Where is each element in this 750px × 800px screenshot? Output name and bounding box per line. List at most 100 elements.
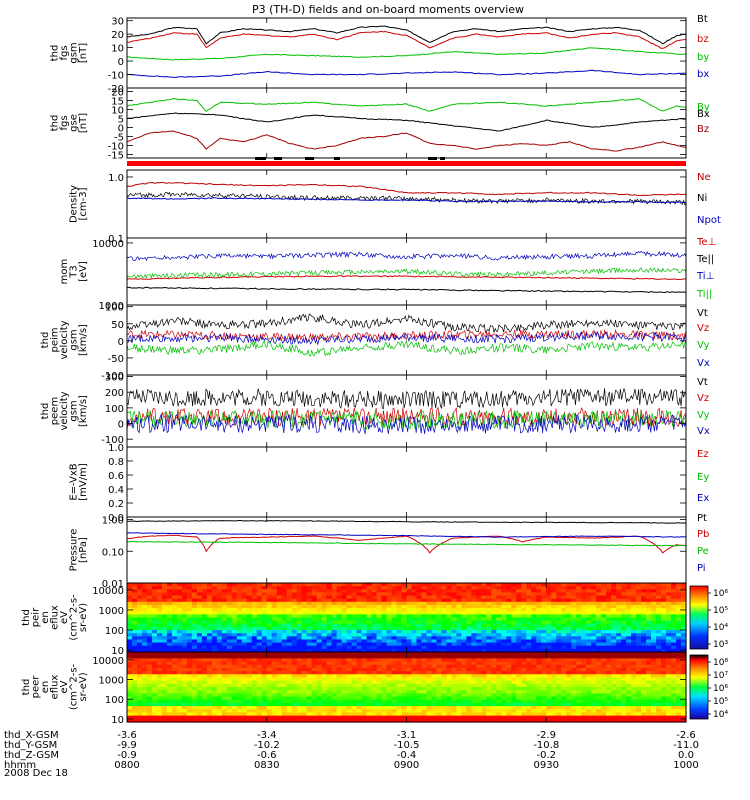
ytick-label-peem-velocity: 300 xyxy=(105,373,124,384)
legend-pressure-2: Pe xyxy=(697,546,709,557)
panel-temperature: Te⊥ Te|| Ti⊥ Ti|| 10000 1000 momT3[eV] xyxy=(59,237,716,312)
ytick-label-peem-velocity: 200 xyxy=(105,388,124,399)
legend-fgs-gse-2: Bz xyxy=(697,124,709,135)
xaxis-row-label: thd_Y-GSM xyxy=(4,740,57,751)
series-temperature-0 xyxy=(126,275,687,281)
colorbar-label: 10⁸ xyxy=(713,658,728,668)
mode-bar-mark xyxy=(428,157,437,160)
ytick-label-fgs-gse: -5 xyxy=(114,132,124,143)
ylabel-fgs-gse: thdfgsgse[nT] xyxy=(50,113,90,133)
legend-pressure-0: Pt xyxy=(697,513,707,524)
xtick-label: 0830 xyxy=(254,760,279,771)
ylabel-peer-eflux: thdpeerenefluxeV(cm^2-s-sr-eV) xyxy=(21,663,89,710)
xtick-label: 0.0 xyxy=(678,750,694,761)
mode-bar-mark xyxy=(440,157,445,160)
ytick-label-efield: 0.6 xyxy=(108,471,124,482)
series-pressure-2 xyxy=(126,541,687,547)
panel-efield: Ez Ey Ex 1.0 0.8 0.6 0.4 0.2 0.0 E=-VxB[mV/m] xyxy=(69,443,710,524)
legend-peem-velocity-0: Vt xyxy=(697,377,708,388)
ytick-label-peem-velocity: 100 xyxy=(105,404,124,415)
legend-temperature-1: Te|| xyxy=(696,254,714,265)
ytick-label-fgs-gsm: -20 xyxy=(108,84,124,95)
ytick-label-fgs-gsm: 0 xyxy=(118,57,124,68)
ytick-label-temperature: 1000 xyxy=(99,301,124,312)
frame-pressure xyxy=(126,516,687,584)
xtick-label: -10.8 xyxy=(533,740,559,751)
xtick-label: 0900 xyxy=(394,760,419,771)
mode-bar-mark xyxy=(334,157,340,160)
mode-bar-mark xyxy=(274,157,282,160)
xtick-label: -11.0 xyxy=(673,740,699,751)
ytick-label-peer-eflux: 100 xyxy=(105,695,124,706)
series-density-2 xyxy=(126,197,687,204)
ytick-label-fgs-gse: -15 xyxy=(108,150,124,161)
colorbar-label: 10⁶ xyxy=(713,589,728,599)
xtick-label: -0.6 xyxy=(257,750,277,761)
legend-pressure-1: Pb xyxy=(697,529,709,540)
legend-peem-velocity-3: Vx xyxy=(697,426,710,437)
legend-fgs-gsm-0: Bt xyxy=(697,14,708,25)
ytick-label-peer-eflux: 10 xyxy=(111,715,124,726)
ytick-label-pressure: 1.00 xyxy=(102,516,124,527)
x-axis: -3.6-9.9-0.90800-3.4-10.2-0.60830-3.1-10… xyxy=(4,18,699,771)
ytick-label-fgs-gsm: 20 xyxy=(111,30,124,41)
ytick-label-efield: 0.0 xyxy=(108,513,124,524)
ytick-label-efield: 0.2 xyxy=(108,499,124,510)
xtick-label: -2.9 xyxy=(536,730,556,741)
xtick-label: -2.6 xyxy=(676,730,696,741)
ytick-label-density: 0.1 xyxy=(108,234,124,245)
legend-density-2: Npot xyxy=(697,215,721,226)
panel-peim-velocity: Vt Vz Vy Vx 100 50 0 -50 -100 thdpeimvelocitygsm[… xyxy=(40,303,710,382)
ytick-label-efield: 1.0 xyxy=(108,443,124,454)
state-bar xyxy=(127,157,686,166)
colorbar-label: 10⁴ xyxy=(713,623,728,633)
series-density-0 xyxy=(126,181,687,196)
legend-peem-velocity-2: Vy xyxy=(697,410,710,421)
ylabel-fgs-gsm: thdfgsgsm[nT] xyxy=(50,42,90,63)
xaxis-row-label: thd_X-GSM xyxy=(4,730,59,741)
ylabel-pressure: Pressure[nPa] xyxy=(69,529,90,572)
ylabel-peem-velocity: thdpeemvelocitygsm[km/s] xyxy=(40,391,89,430)
panel-peer-eflux: 10⁸ 10⁷ 10⁶ 10⁵ 10⁴ 10000 1000 100 10 thdpeerenef… xyxy=(21,651,728,726)
legend-fgs-gsm-1: bz xyxy=(697,34,709,45)
ytick-label-peem-velocity: 0 xyxy=(118,420,124,431)
legend-pressure-3: Pi xyxy=(697,563,706,574)
xaxis-row-label: hhmm xyxy=(4,760,36,771)
xtick-label: -0.9 xyxy=(117,750,137,761)
panel-pressure: Pt Pb Pe Pi 1.00 0.10 0.01 Pressure[nPa] xyxy=(69,513,710,590)
series-peim-velocity-1 xyxy=(126,328,687,343)
frame-temperature xyxy=(126,237,687,306)
panel-peir-eflux: 10⁶ 10⁵ 10⁴ 10³ 10000 1000 100 10 thdpeireneflux… xyxy=(21,582,728,657)
ytick-label-fgs-gsm: 10 xyxy=(111,44,124,55)
ytick-label-peir-eflux: 10 xyxy=(111,646,124,657)
series-temperature-1 xyxy=(126,286,687,294)
ytick-label-density: 1.0 xyxy=(108,173,124,184)
series-peem-velocity-3 xyxy=(126,413,687,434)
colorbar-label: 10⁵ xyxy=(713,606,728,616)
ytick-label-peim-velocity: 100 xyxy=(105,303,124,314)
xtick-label: 0800 xyxy=(114,760,139,771)
ytick-label-fgs-gse: 0 xyxy=(118,123,124,134)
frame-density xyxy=(126,169,687,239)
colorbar-label: 10⁵ xyxy=(713,697,728,707)
legend-density-1: Ni xyxy=(697,193,707,204)
legend-efield-2: Ex xyxy=(697,493,709,504)
mode-bar-red xyxy=(127,161,686,166)
ytick-label-fgs-gsm: 30 xyxy=(111,17,124,28)
ytick-label-fgs-gse: 10 xyxy=(111,106,124,117)
date-label: 2008 Dec 18 xyxy=(4,768,68,779)
panel-peem-velocity: Vt Vz Vy Vx 300 200 100 0 -100 thdpeemvelocitygsm… xyxy=(40,373,710,448)
xtick-label: -3.6 xyxy=(117,730,137,741)
legend-fgs-gse-0: By xyxy=(697,102,710,113)
panel-density: Ne Ni Npot 1.0 0.1 Density[cm-3] xyxy=(69,169,721,245)
ytick-label-fgs-gse: -10 xyxy=(108,141,124,152)
ytick-label-peim-velocity: -100 xyxy=(101,371,124,382)
series-fgs-gsm-3 xyxy=(126,69,687,79)
ytick-label-pressure: 0.01 xyxy=(102,579,124,590)
series-pressure-1 xyxy=(126,534,687,554)
series-fgs-gsm-0 xyxy=(126,25,687,45)
legend-efield-1: Ey xyxy=(697,472,709,483)
legend-temperature-0: Te⊥ xyxy=(696,237,716,248)
ylabel-temperature: momT3[eV] xyxy=(59,259,89,285)
ytick-label-peer-eflux: 10000 xyxy=(92,656,124,667)
